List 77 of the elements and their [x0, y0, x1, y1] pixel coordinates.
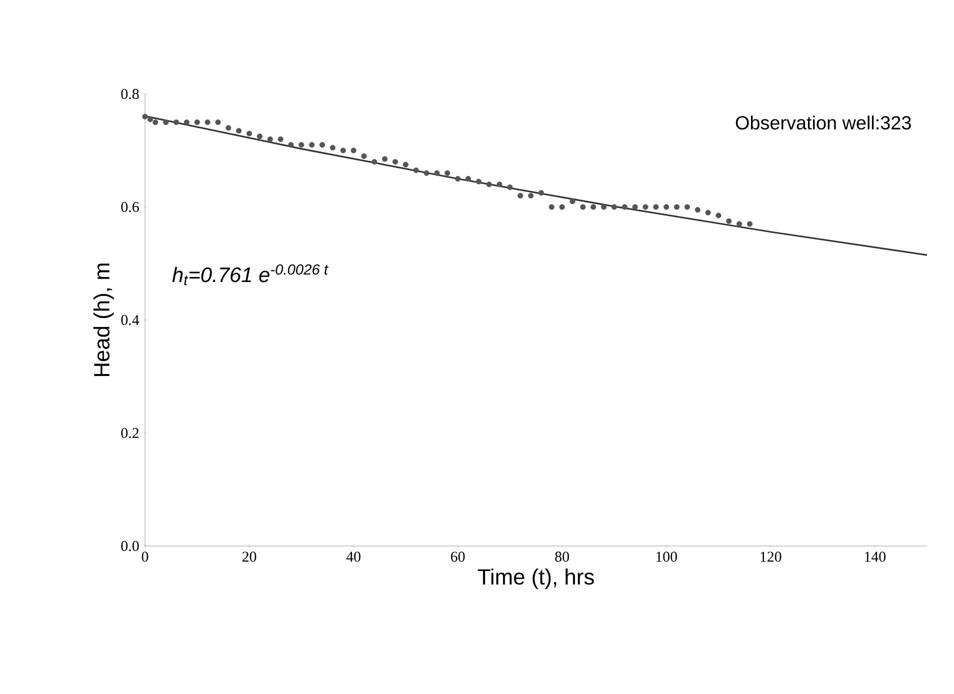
point	[226, 125, 232, 131]
x-tick-label: 120	[760, 552, 782, 562]
x-axis-title: Time (t), hrs	[478, 568, 594, 589]
point	[246, 130, 252, 136]
point	[476, 178, 482, 184]
point	[653, 204, 659, 210]
point	[664, 204, 670, 210]
point	[413, 167, 419, 174]
point	[424, 170, 430, 176]
point	[674, 204, 680, 210]
annotation: Observation well:323	[736, 116, 911, 130]
point	[152, 119, 158, 126]
point	[716, 212, 722, 218]
point	[361, 153, 367, 159]
y-tick-label: 0.8	[121, 88, 139, 100]
point	[236, 128, 242, 134]
point	[382, 156, 388, 162]
point	[507, 184, 513, 190]
point	[642, 204, 648, 210]
x-tick-label: 140	[864, 552, 886, 562]
y-tick-label: 0.2	[121, 428, 139, 438]
point	[559, 204, 565, 210]
point	[444, 170, 450, 176]
y-tick-label: 0.0	[121, 540, 139, 552]
point	[580, 204, 586, 210]
point	[434, 170, 440, 176]
point	[402, 162, 408, 168]
point	[330, 144, 336, 150]
point	[163, 119, 169, 126]
point	[173, 119, 180, 126]
annotation: h$_{t}$=0.761 e$^{-0.0026 t}$	[172, 264, 328, 286]
point	[215, 119, 221, 126]
x-tick-label: 60	[450, 552, 465, 562]
point	[319, 142, 326, 148]
x-tick-label: 0	[142, 552, 148, 562]
point	[350, 148, 356, 154]
x-tick-label: 80	[555, 552, 569, 562]
point	[142, 114, 148, 120]
point	[194, 119, 200, 126]
point	[611, 204, 617, 210]
point	[746, 221, 753, 227]
x-tick-label: 100	[656, 552, 677, 562]
point	[392, 159, 398, 165]
point	[309, 142, 315, 148]
point	[256, 134, 262, 140]
point	[538, 190, 544, 196]
x-tick-label: 40	[346, 552, 360, 562]
y-tick-label: 0.4	[121, 314, 140, 326]
point	[518, 192, 524, 198]
point	[372, 159, 378, 165]
point	[528, 192, 534, 198]
point	[204, 119, 210, 126]
y-axis-title: Head (h), m	[93, 264, 114, 376]
point	[736, 221, 742, 227]
y-tick-label: 0.6	[121, 202, 139, 212]
point	[288, 142, 294, 148]
point	[267, 136, 273, 142]
point	[278, 136, 284, 142]
point	[298, 142, 304, 148]
point	[684, 204, 690, 210]
point	[570, 198, 576, 204]
x-tick-label: 20	[242, 552, 256, 562]
point	[548, 204, 554, 210]
point	[496, 182, 502, 188]
point	[147, 116, 154, 122]
point	[600, 204, 607, 210]
point	[486, 182, 492, 188]
point	[590, 204, 596, 210]
point	[705, 210, 711, 216]
point	[622, 204, 628, 210]
point	[726, 218, 732, 224]
point	[632, 204, 638, 210]
point	[340, 148, 346, 154]
point	[184, 119, 190, 126]
point	[694, 207, 700, 213]
point	[455, 176, 461, 182]
point	[465, 176, 472, 182]
